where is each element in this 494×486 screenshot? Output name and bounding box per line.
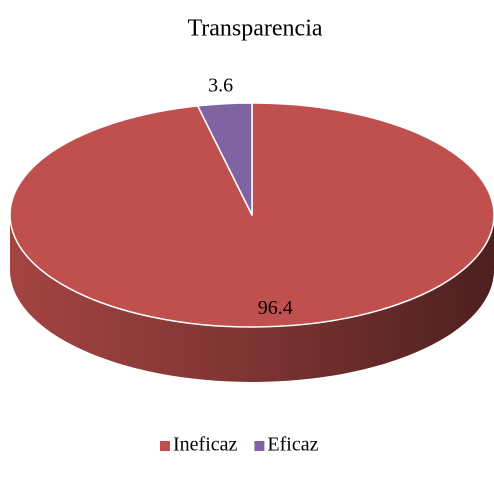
legend-label: Ineficaz: [173, 434, 238, 456]
chart-title: Transparencia: [187, 16, 322, 42]
data-label: 96.4: [258, 297, 293, 319]
data-label: 3.6: [208, 75, 233, 97]
pie-slice: [196, 102, 253, 216]
pie-side-shade: [10, 215, 494, 382]
legend-swatch: [160, 441, 170, 451]
legend-label: Eficaz: [267, 434, 318, 456]
legend-swatch: [254, 441, 265, 451]
